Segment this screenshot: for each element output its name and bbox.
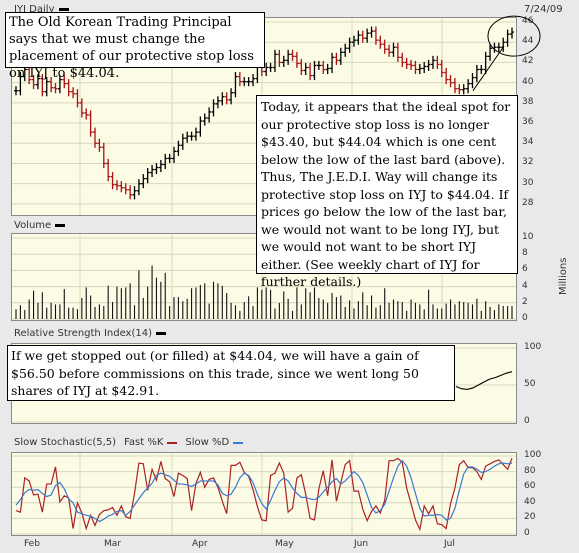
y-tick-label: 32 (522, 157, 534, 168)
y-tick-label: 8 (522, 248, 528, 259)
price-legend-swatch (58, 8, 69, 11)
stoch-panel (11, 452, 517, 536)
y-tick-label: 38 (522, 96, 534, 107)
middle-note-text: Today, it appears that the ideal spot fo… (261, 99, 511, 289)
rsi-panel-title: Relative Strength Index(14) (14, 328, 166, 339)
x-tick-label: Mar (104, 539, 121, 549)
top-note-box: The Old Korean Trading Principal says th… (5, 12, 265, 81)
rsi-note-box: If we get stopped out (or filled) at $44… (7, 345, 455, 401)
rsi-legend-swatch (156, 332, 166, 335)
rsi-note-text: If we get stopped out (or filled) at $44… (11, 348, 419, 398)
volume-title-text: Volume (14, 220, 52, 231)
y-tick-label: 46 (522, 16, 534, 26)
fast-k-swatch (167, 441, 178, 444)
y-tick-label: 4 (522, 280, 528, 291)
volume-legend-swatch (55, 224, 66, 227)
pointer-line (472, 45, 505, 92)
y-tick-label: 30 (522, 177, 534, 188)
slow-d-line (15, 459, 513, 523)
x-tick-label: May (275, 539, 294, 549)
y-tick-label: 80 (524, 465, 536, 476)
slow-d-swatch (233, 441, 244, 444)
y-tick-label: 36 (522, 117, 534, 128)
y-tick-label: 28 (522, 197, 534, 208)
x-tick-label: Apr (192, 539, 208, 549)
x-tick-label: Jul (444, 539, 455, 549)
y-tick-label: 60 (524, 481, 536, 492)
y-tick-label: 42 (522, 56, 534, 67)
y-tick-label: 0 (522, 313, 528, 323)
stoch-panel-title: Slow Stochastic(5,5) Fast %K Slow %D (14, 437, 244, 448)
y-tick-label: 100 (524, 342, 542, 352)
price-panel-title: IYJ Daily (14, 4, 69, 15)
x-tick-label: Feb (24, 539, 40, 549)
y-tick-label: 44 (522, 36, 534, 47)
y-tick-label: 6 (522, 264, 528, 275)
chart-date: 7/24/09 (524, 4, 563, 15)
middle-note-box: Today, it appears that the ideal spot fo… (256, 95, 518, 289)
y-tick-label: 20 (524, 512, 536, 523)
y-tick-label: 0 (524, 528, 530, 538)
y-tick-label: 0 (524, 416, 530, 426)
slow-d-label: Slow %D (185, 437, 230, 448)
rsi-line (455, 371, 513, 390)
fast-k-label: Fast %K (124, 437, 164, 448)
y-tick-label: 40 (522, 76, 534, 87)
y-tick-label: 10 (522, 232, 534, 242)
y-tick-label: 50 (524, 379, 536, 389)
price-title-text: IYJ Daily (14, 4, 55, 15)
y-tick-label: 100 (524, 450, 542, 460)
x-tick-label: Jun (354, 539, 369, 549)
y-tick-label: 40 (524, 496, 536, 507)
volume-panel-title: Volume (14, 220, 66, 231)
y-tick-label: 2 (522, 296, 528, 307)
rsi-title-text: Relative Strength Index(14) (14, 328, 152, 339)
stoch-title-text: Slow Stochastic(5,5) (14, 437, 117, 448)
fast-k-line (15, 457, 513, 532)
top-note-text: The Old Korean Trading Principal says th… (9, 15, 254, 81)
y-tick-label: 34 (522, 137, 534, 148)
highlight-circle (487, 15, 541, 57)
